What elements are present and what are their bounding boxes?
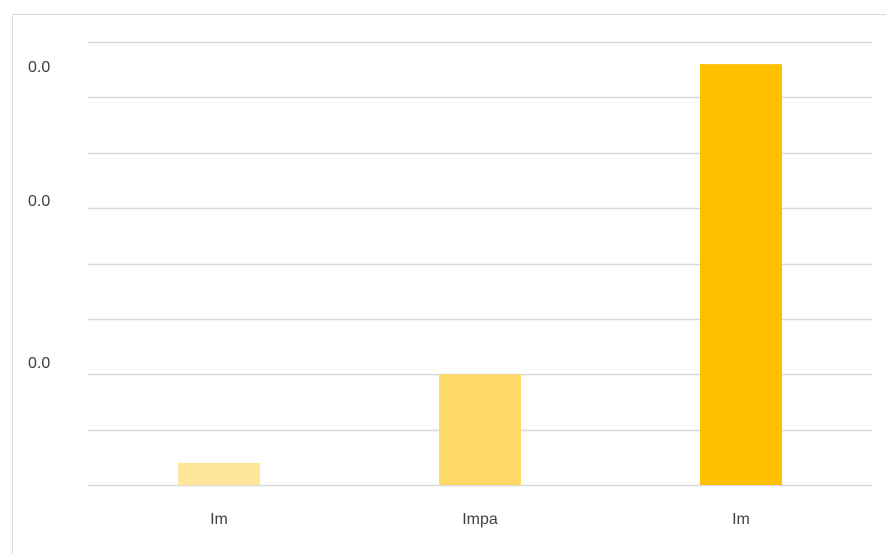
bar-3 bbox=[700, 64, 782, 486]
x-category-label: Impa bbox=[462, 511, 498, 528]
y-tick-label: 0.0 bbox=[28, 355, 50, 372]
y-axis-ticks: 0.0 0.0 0.0 bbox=[28, 59, 50, 372]
bar-chart: 0.0 0.0 0.0 Im Impa Im bbox=[28, 41, 872, 528]
y-tick-label: 0.0 bbox=[28, 193, 50, 210]
y-tick-label: 0.0 bbox=[28, 59, 50, 76]
x-category-label: Im bbox=[732, 511, 750, 528]
bars bbox=[178, 64, 782, 486]
bar-2 bbox=[439, 374, 521, 485]
x-category-label: Im bbox=[210, 511, 228, 528]
bar-1 bbox=[178, 462, 260, 485]
chart-frame bbox=[12, 14, 886, 554]
x-axis-categories: Im Impa Im bbox=[210, 511, 750, 528]
